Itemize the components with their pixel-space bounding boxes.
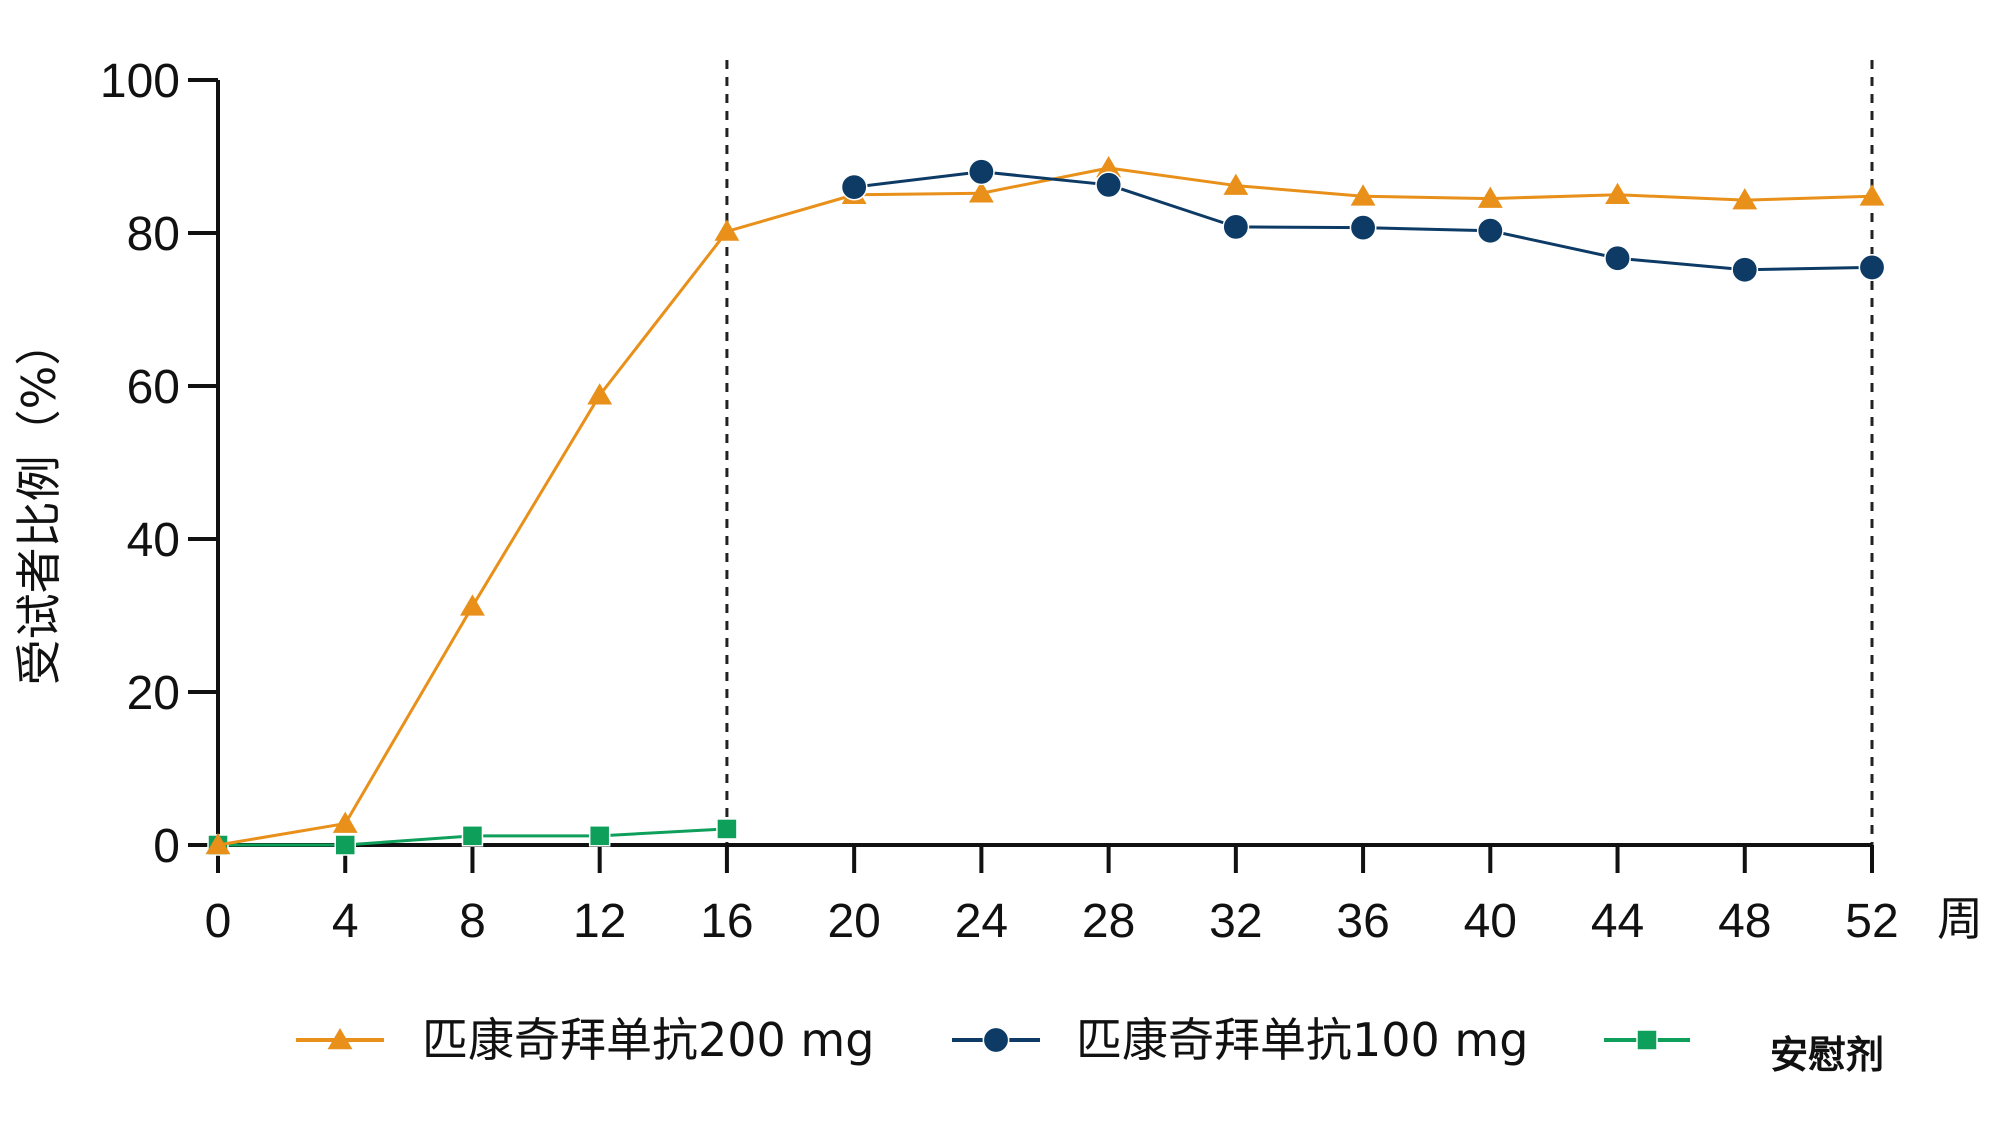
x-tick-label: 36 — [1336, 895, 1389, 948]
y-tick-label: 80 — [127, 208, 180, 261]
data-point — [1223, 173, 1249, 195]
x-tick-label: 0 — [205, 895, 232, 948]
legend: 匹康奇拜单抗200 mg 匹康奇拜单抗100 mg 安慰剂 — [296, 1000, 1956, 1092]
y-tick-label: 40 — [127, 514, 180, 567]
data-point — [1732, 188, 1758, 210]
y-tick-label: 20 — [127, 667, 180, 720]
data-point — [1605, 182, 1630, 205]
x-tick-label: 20 — [827, 895, 880, 948]
x-tick-label: 32 — [1209, 895, 1262, 948]
data-point — [587, 383, 613, 405]
reference-lines — [725, 60, 1874, 845]
data-point — [334, 834, 356, 856]
data-point — [1095, 171, 1123, 199]
x-tick-label: 48 — [1718, 895, 1771, 948]
data-point — [1222, 213, 1250, 241]
y-axis-title: 受试者比例（%） — [12, 320, 66, 686]
data-point — [714, 219, 740, 241]
x-tick-label: 52 — [1845, 895, 1898, 948]
y-tick-label: 100 — [100, 55, 180, 108]
series-line — [217, 166, 1873, 847]
data-point — [1350, 184, 1376, 206]
data-point — [1476, 217, 1504, 245]
data-point — [332, 811, 358, 833]
series — [205, 155, 1886, 856]
data-point — [840, 173, 868, 201]
data-point — [716, 818, 738, 840]
axes — [188, 78, 1874, 873]
data-point — [461, 825, 484, 847]
data-point — [205, 833, 231, 855]
data-point — [1604, 244, 1631, 272]
data-point — [460, 594, 485, 616]
x-tick-label: 16 — [700, 895, 753, 948]
data-point — [1858, 254, 1886, 281]
y-tick-label: 60 — [127, 361, 180, 414]
data-point — [1731, 256, 1759, 284]
legend-marker — [982, 1026, 1010, 1054]
data-point — [968, 181, 994, 203]
x-tick-label: 12 — [573, 895, 626, 948]
data-point — [967, 158, 995, 186]
x-tick-label: 28 — [1082, 895, 1135, 948]
x-tick-label: 44 — [1591, 895, 1644, 948]
data-point — [1477, 186, 1503, 208]
legend-item: 匹康奇拜单抗200 mg — [296, 1013, 874, 1067]
legend-item: 匹康奇拜单抗100 mg — [952, 1013, 1528, 1067]
data-point — [1859, 184, 1885, 206]
series-2 — [840, 158, 1886, 284]
y-tick-label: 0 — [153, 820, 180, 873]
data-point — [1349, 214, 1377, 242]
data-point — [588, 825, 611, 847]
legend-item: 安慰剂 — [1604, 1029, 1884, 1077]
x-tick-label: 8 — [459, 895, 486, 948]
x-tick-label: 4 — [332, 895, 359, 948]
legend-label: 匹康奇拜单抗200 mg — [422, 1013, 874, 1067]
x-tick-label: 40 — [1464, 895, 1517, 948]
legend-marker — [327, 1028, 353, 1050]
legend-label: 安慰剂 — [1770, 1033, 1884, 1077]
series-1 — [205, 155, 1885, 855]
legend-label-box — [1722, 1000, 1956, 1092]
legend-label: 匹康奇拜单抗100 mg — [1076, 1013, 1528, 1067]
x-tick-label: 24 — [955, 895, 1008, 948]
legend-marker — [1636, 1029, 1658, 1051]
x-axis-title: 周 — [1937, 892, 1983, 946]
